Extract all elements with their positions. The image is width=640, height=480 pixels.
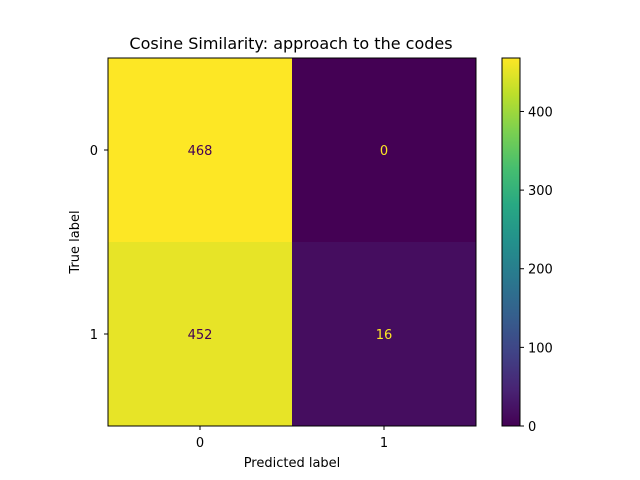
cell-value-label: 0 xyxy=(380,144,388,159)
heatmap-cell-1-1 xyxy=(292,242,476,426)
cell-value-label: 452 xyxy=(188,328,213,343)
heatmap-cells: 468 0 452 16 xyxy=(108,58,476,426)
colorbar-tick-label: 0 xyxy=(528,420,536,435)
y-axis-label: True label xyxy=(68,210,83,274)
plot-frame xyxy=(107,57,477,427)
colorbar-tick-label: 400 xyxy=(528,105,553,120)
x-axis-label: Predicted label xyxy=(244,456,341,471)
y-tick-label: 1 xyxy=(90,328,98,343)
heatmap-cell-0-0 xyxy=(108,58,292,242)
colorbar-ticks: 0 100 200 300 400 xyxy=(520,105,553,435)
cell-value-label: 468 xyxy=(188,144,213,159)
chart-title: Cosine Similarity: approach to the codes xyxy=(129,34,452,53)
heatmap-cell-0-1 xyxy=(292,58,476,242)
heatmap-cell-1-0 xyxy=(108,242,292,426)
y-tick-label: 0 xyxy=(90,144,98,159)
x-tick-label: 0 xyxy=(196,436,204,451)
x-tick-label: 1 xyxy=(380,436,388,451)
y-axis-ticks: 01 xyxy=(90,144,108,343)
cell-value-label: 16 xyxy=(376,328,393,343)
colorbar-tick-label: 300 xyxy=(528,184,553,199)
colorbar xyxy=(501,57,521,427)
colorbar-tick-label: 100 xyxy=(528,341,553,356)
colorbar-tick-label: 200 xyxy=(528,263,553,278)
